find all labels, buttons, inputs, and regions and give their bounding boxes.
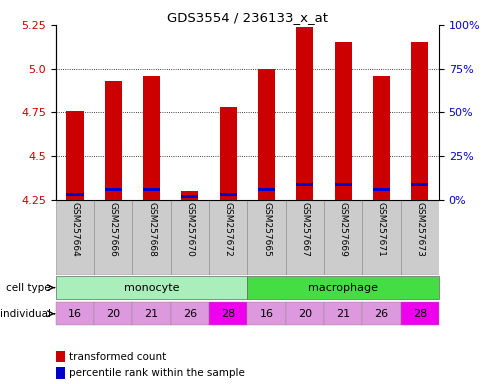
Bar — [66, 111, 83, 200]
Bar — [257, 69, 274, 200]
Text: 20: 20 — [106, 309, 120, 319]
Bar — [56, 351, 65, 362]
Bar — [66, 194, 83, 196]
Bar — [257, 188, 274, 191]
Bar — [143, 76, 160, 200]
Bar — [209, 200, 247, 275]
Bar — [400, 302, 438, 326]
Text: 26: 26 — [182, 309, 197, 319]
Bar — [296, 27, 313, 200]
Text: 28: 28 — [221, 309, 235, 319]
Bar — [132, 200, 170, 275]
Bar — [410, 42, 427, 200]
Bar — [170, 200, 209, 275]
Bar — [247, 302, 285, 326]
Text: monocyte: monocyte — [123, 283, 179, 293]
Bar — [209, 302, 247, 326]
Bar — [247, 200, 285, 275]
Bar — [56, 276, 247, 300]
Bar — [170, 302, 209, 326]
Bar — [105, 81, 121, 200]
Bar — [362, 200, 400, 275]
Bar — [94, 302, 132, 326]
Text: 16: 16 — [68, 309, 82, 319]
Title: GDS3554 / 236133_x_at: GDS3554 / 236133_x_at — [166, 11, 327, 24]
Bar — [247, 276, 438, 300]
Text: GSM257669: GSM257669 — [338, 202, 347, 257]
Text: cell type: cell type — [6, 283, 51, 293]
Bar — [143, 188, 160, 191]
Bar — [323, 200, 362, 275]
Bar — [296, 183, 313, 186]
Text: 20: 20 — [297, 309, 311, 319]
Text: 16: 16 — [259, 309, 273, 319]
Text: GSM257673: GSM257673 — [414, 202, 424, 257]
Bar — [334, 183, 351, 186]
Bar — [94, 200, 132, 275]
Text: GSM257667: GSM257667 — [300, 202, 309, 257]
Text: GSM257668: GSM257668 — [147, 202, 156, 257]
Text: 26: 26 — [374, 309, 388, 319]
Bar — [132, 302, 170, 326]
Bar — [362, 302, 400, 326]
Bar — [219, 194, 236, 196]
Text: GSM257671: GSM257671 — [376, 202, 385, 257]
Bar — [56, 200, 94, 275]
Text: macrophage: macrophage — [307, 283, 378, 293]
Text: GSM257665: GSM257665 — [261, 202, 271, 257]
Text: individual: individual — [0, 309, 51, 319]
Bar — [334, 42, 351, 200]
Bar — [400, 200, 438, 275]
Text: 21: 21 — [144, 309, 158, 319]
Text: 21: 21 — [335, 309, 349, 319]
Text: GSM257672: GSM257672 — [223, 202, 232, 257]
Bar — [285, 302, 323, 326]
Bar — [56, 302, 94, 326]
Bar — [372, 76, 389, 200]
Bar — [219, 107, 236, 200]
Text: GSM257670: GSM257670 — [185, 202, 194, 257]
Text: percentile rank within the sample: percentile rank within the sample — [69, 368, 244, 378]
Bar — [181, 191, 198, 200]
Bar — [372, 188, 389, 191]
Bar — [105, 188, 121, 191]
Bar — [323, 302, 362, 326]
Text: transformed count: transformed count — [69, 352, 166, 362]
Text: GSM257666: GSM257666 — [108, 202, 118, 257]
Bar — [56, 367, 65, 379]
Text: GSM257664: GSM257664 — [70, 202, 79, 257]
Bar — [181, 195, 198, 198]
Bar — [410, 183, 427, 186]
Text: 28: 28 — [412, 309, 426, 319]
Bar — [285, 200, 323, 275]
